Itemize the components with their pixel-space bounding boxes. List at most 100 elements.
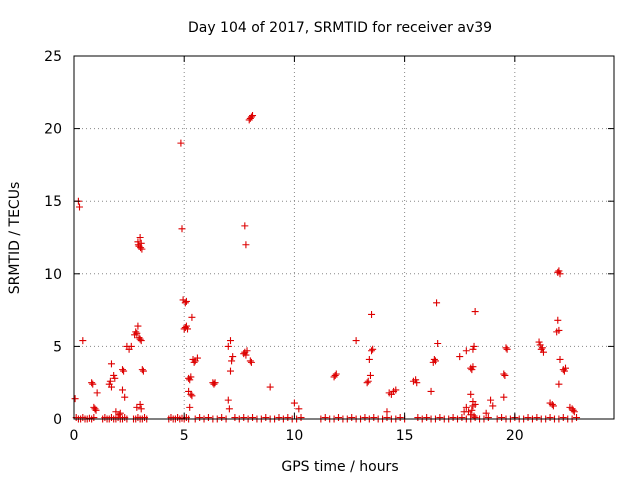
- data-point-plus-marker: [137, 405, 145, 413]
- data-point-plus-marker: [573, 414, 581, 422]
- data-point-plus-marker: [196, 414, 204, 422]
- data-point-plus-marker: [134, 322, 142, 330]
- x-tick-label: 20: [506, 428, 524, 444]
- chart-title: Day 104 of 2017, SRMTID for receiver av3…: [188, 20, 492, 36]
- data-point-plus-marker: [184, 325, 192, 333]
- data-point-plus-marker: [127, 342, 135, 350]
- data-point-plus-marker: [468, 406, 476, 414]
- data-point-plus-marker: [501, 371, 509, 379]
- data-point-plus-marker: [570, 408, 578, 416]
- data-point-plus-marker: [383, 408, 391, 416]
- data-point-plus-marker: [137, 337, 145, 345]
- data-point-plus-marker: [181, 299, 189, 307]
- data-point-plus-marker: [225, 405, 233, 413]
- data-point-plus-marker: [458, 414, 466, 422]
- data-point-plus-marker: [275, 414, 283, 422]
- data-point-plus-marker: [556, 270, 564, 278]
- data-point-plus-marker: [462, 347, 470, 355]
- x-tick-label: 5: [180, 428, 189, 444]
- data-point-plus-marker: [433, 299, 441, 307]
- y-axis-label: SRMTID / TECUs: [7, 182, 23, 295]
- data-point-plus-marker: [136, 234, 144, 241]
- data-point-plus-marker: [107, 360, 115, 368]
- data-point-plus-marker: [249, 414, 257, 422]
- data-point-plus-marker: [133, 329, 141, 337]
- data-point-plus-marker: [500, 393, 508, 401]
- data-point-plus-marker: [484, 414, 492, 422]
- data-point-plus-marker: [187, 390, 195, 398]
- data-point-plus-marker: [569, 406, 577, 414]
- data-point-plus-marker: [242, 351, 250, 359]
- data-point-plus-marker: [348, 414, 356, 422]
- data-point-plus-marker: [470, 342, 478, 350]
- data-point-plus-marker: [533, 414, 541, 422]
- data-point-plus-marker: [462, 403, 470, 411]
- data-point-plus-marker: [204, 414, 212, 422]
- data-point-plus-marker: [218, 414, 226, 422]
- data-point-plus-marker: [241, 222, 249, 230]
- data-point-plus-marker: [471, 414, 479, 422]
- data-point-plus-marker: [231, 414, 239, 422]
- data-point-plus-marker: [110, 371, 118, 379]
- data-point-plus-marker: [471, 308, 479, 316]
- data-point-plus-marker: [539, 348, 547, 356]
- data-point-plus-marker: [555, 380, 563, 388]
- x-axis-label: GPS time / hours: [281, 459, 398, 475]
- data-point-plus-marker: [370, 414, 378, 422]
- data-point-plus-marker: [538, 344, 546, 352]
- data-point-plus-marker: [187, 373, 195, 381]
- data-point-plus-marker: [266, 383, 274, 391]
- data-point-plus-marker: [361, 414, 369, 422]
- data-point-plus-marker: [502, 344, 510, 352]
- data-point-plus-marker: [115, 411, 123, 419]
- data-point-plus-marker: [106, 377, 114, 385]
- data-point-plus-marker: [414, 414, 422, 422]
- x-tick-label: 10: [285, 428, 303, 444]
- y-axis-ticks: 0 5 10 15 20 25: [44, 49, 614, 428]
- x-axis-ticks: 0 5 10 15 20: [70, 56, 524, 444]
- data-point-plus-marker: [133, 403, 141, 411]
- data-point-plus-marker: [363, 379, 371, 387]
- data-point-plus-marker: [546, 414, 554, 422]
- data-point-plus-marker: [560, 367, 568, 375]
- data-point-plus-marker: [449, 414, 457, 422]
- data-point-plus-marker: [136, 400, 144, 408]
- data-point-plus-marker: [430, 355, 438, 363]
- data-point-plus-marker: [139, 367, 147, 375]
- data-point-plus-marker: [482, 409, 490, 417]
- data-point-plus-marker: [247, 358, 255, 366]
- data-point-plus-marker: [228, 357, 236, 365]
- grid-lines: [74, 56, 614, 419]
- data-point-plus-marker: [334, 414, 342, 422]
- data-point-plus-marker: [366, 371, 374, 379]
- data-point-plus-marker: [487, 396, 495, 404]
- data-point-plus-marker: [120, 367, 128, 375]
- data-point-plus-marker: [471, 400, 479, 408]
- data-point-plus-marker: [240, 414, 248, 422]
- data-point-plus-marker: [210, 380, 218, 388]
- data-point-plus-marker: [468, 366, 476, 374]
- data-point-plus-marker: [555, 326, 563, 334]
- data-point-plus-marker: [262, 414, 270, 422]
- data-point-plus-marker: [137, 244, 145, 252]
- data-point-plus-marker: [186, 403, 194, 411]
- data-point-plus-marker: [431, 357, 439, 365]
- data-point-plus-marker: [467, 390, 475, 398]
- data-point-plus-marker: [559, 414, 567, 422]
- data-point-plus-marker: [436, 414, 444, 422]
- data-point-plus-marker: [290, 399, 298, 407]
- data-point-plus-marker: [470, 412, 478, 420]
- data-point-plus-marker: [138, 245, 146, 253]
- data-point-plus-marker: [111, 374, 119, 382]
- data-point-plus-marker: [500, 370, 508, 378]
- data-point-plus-marker: [76, 203, 84, 211]
- data-point-plus-marker: [92, 406, 100, 414]
- data-point-plus-marker: [352, 337, 360, 345]
- data-point-plus-marker: [190, 358, 198, 366]
- data-point-plus-marker: [295, 405, 303, 413]
- data-point-plus-marker: [503, 345, 511, 353]
- y-tick-label: 25: [44, 49, 62, 65]
- data-point-plus-marker: [365, 355, 373, 363]
- data-point-plus-marker: [555, 267, 563, 275]
